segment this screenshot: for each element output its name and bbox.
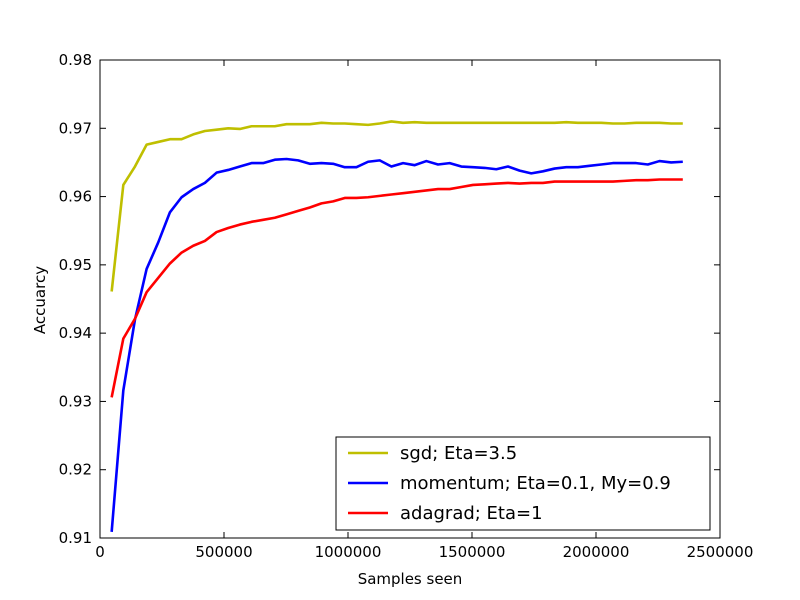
y-tick-label: 0.93	[59, 392, 92, 410]
x-tick-label: 0	[95, 543, 105, 561]
legend-box	[335, 436, 711, 531]
legend-label-1: momentum; Eta=0.1, My=0.9	[400, 473, 671, 494]
legend: sgd; Eta=3.5 momentum; Eta=0.1, My=0.9 ada…	[335, 436, 711, 531]
y-tick-label: 0.94	[59, 324, 92, 342]
x-tick-label: 2500000	[687, 543, 754, 561]
x-tick-label: 500000	[195, 543, 252, 561]
legend-label-0: sgd; Eta=3.5	[400, 443, 517, 464]
series-line-0	[110, 120, 683, 292]
y-tick-label: 0.96	[59, 188, 92, 206]
plot-frame	[99, 59, 721, 539]
y-tick-label: 0.95	[59, 256, 92, 274]
x-tick-label: 1000000	[315, 543, 382, 561]
y-axis-label: Accuarcy	[31, 266, 49, 334]
series-line-1	[110, 157, 683, 532]
series-line-2	[110, 178, 683, 398]
y-tick-label: 0.98	[59, 51, 92, 69]
x-tick-label: 2000000	[563, 543, 630, 561]
x-tick-label: 1500000	[439, 543, 506, 561]
y-tick-label: 0.92	[59, 461, 92, 479]
y-tick-label: 0.91	[59, 529, 92, 547]
axes-layer: 0 500000 1000000 1500000 2000000 2500000 0.91 0…	[59, 51, 754, 561]
legend-label-2: adagrad; Eta=1	[400, 503, 543, 524]
series-layer	[110, 120, 683, 532]
y-tick-label: 0.97	[59, 119, 92, 137]
x-axis-label: Samples seen	[358, 570, 463, 588]
